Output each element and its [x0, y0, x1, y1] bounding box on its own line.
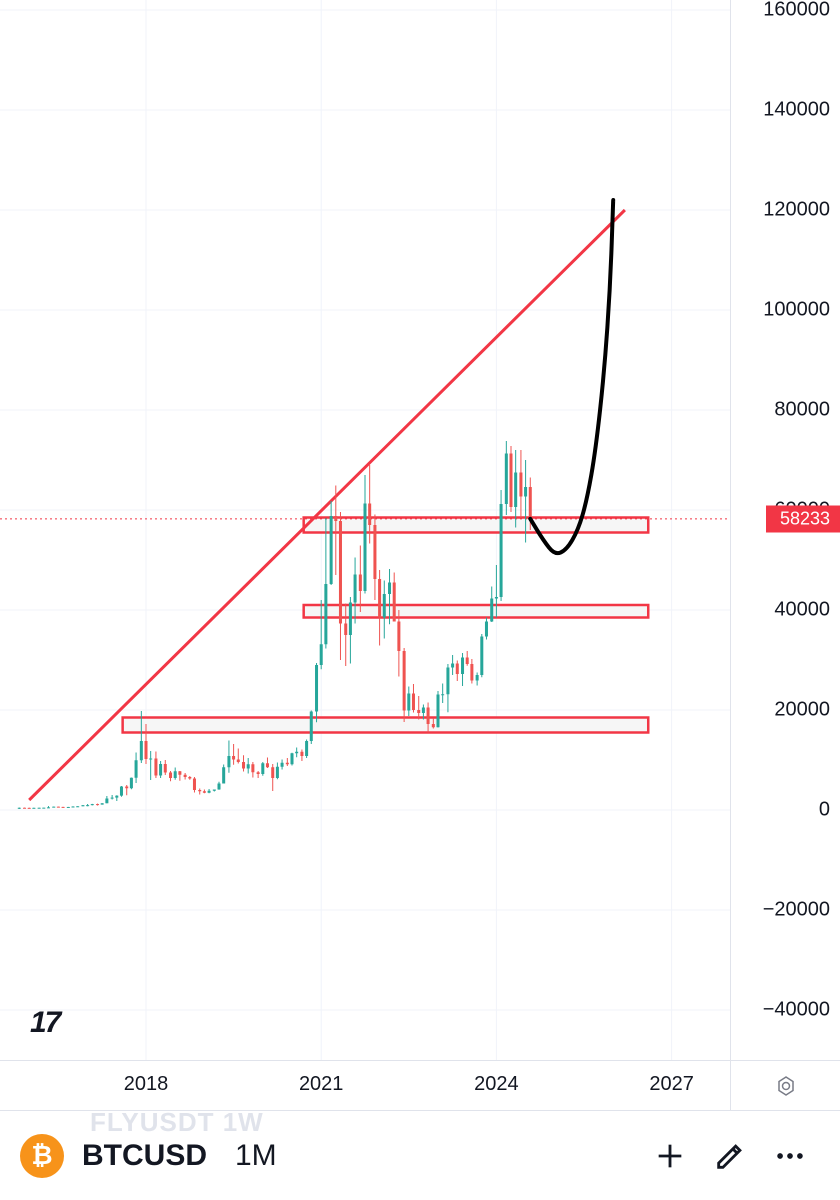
chart-area[interactable]: −40000−200000200004000060000800001000001… [0, 0, 840, 1110]
gear-icon [774, 1074, 798, 1098]
symbol-label[interactable]: BTCUSD [82, 1139, 207, 1173]
timeframe-label[interactable]: 1M [235, 1139, 277, 1173]
y-tick-label: 0 [819, 799, 830, 822]
x-tick-label: 2027 [649, 1073, 694, 1096]
y-tick-label: 160000 [763, 0, 830, 22]
bitcoin-icon: ₿ [20, 1134, 64, 1178]
axis-settings-button[interactable] [730, 1060, 840, 1110]
x-tick-label: 2018 [124, 1073, 169, 1096]
draw-button[interactable] [700, 1126, 760, 1186]
y-tick-label: −40000 [763, 999, 830, 1022]
x-axis[interactable]: 2018 2021 2024 2027 [0, 1060, 730, 1110]
pencil-icon [713, 1139, 747, 1173]
plus-icon [653, 1139, 687, 1173]
chart-svg [0, 0, 730, 1060]
y-tick-label: 120000 [763, 199, 830, 222]
y-tick-label: 20000 [774, 699, 830, 722]
y-tick-label: 80000 [774, 399, 830, 422]
add-button[interactable] [640, 1126, 700, 1186]
ghost-symbol-label: FLYUSDT 1W [90, 1107, 264, 1138]
more-button[interactable] [760, 1126, 820, 1186]
current-price-tag: 58233 [766, 505, 840, 532]
bottom-toolbar: FLYUSDT 1W ₿ BTCUSD 1M [0, 1110, 840, 1200]
x-tick-label: 2021 [299, 1073, 344, 1096]
y-tick-label: −20000 [763, 899, 830, 922]
y-tick-label: 100000 [763, 299, 830, 322]
y-tick-label: 40000 [774, 599, 830, 622]
x-tick-label: 2024 [474, 1073, 519, 1096]
more-icon [773, 1139, 807, 1173]
tradingview-logo: 17 [30, 1006, 59, 1040]
y-tick-label: 140000 [763, 99, 830, 122]
